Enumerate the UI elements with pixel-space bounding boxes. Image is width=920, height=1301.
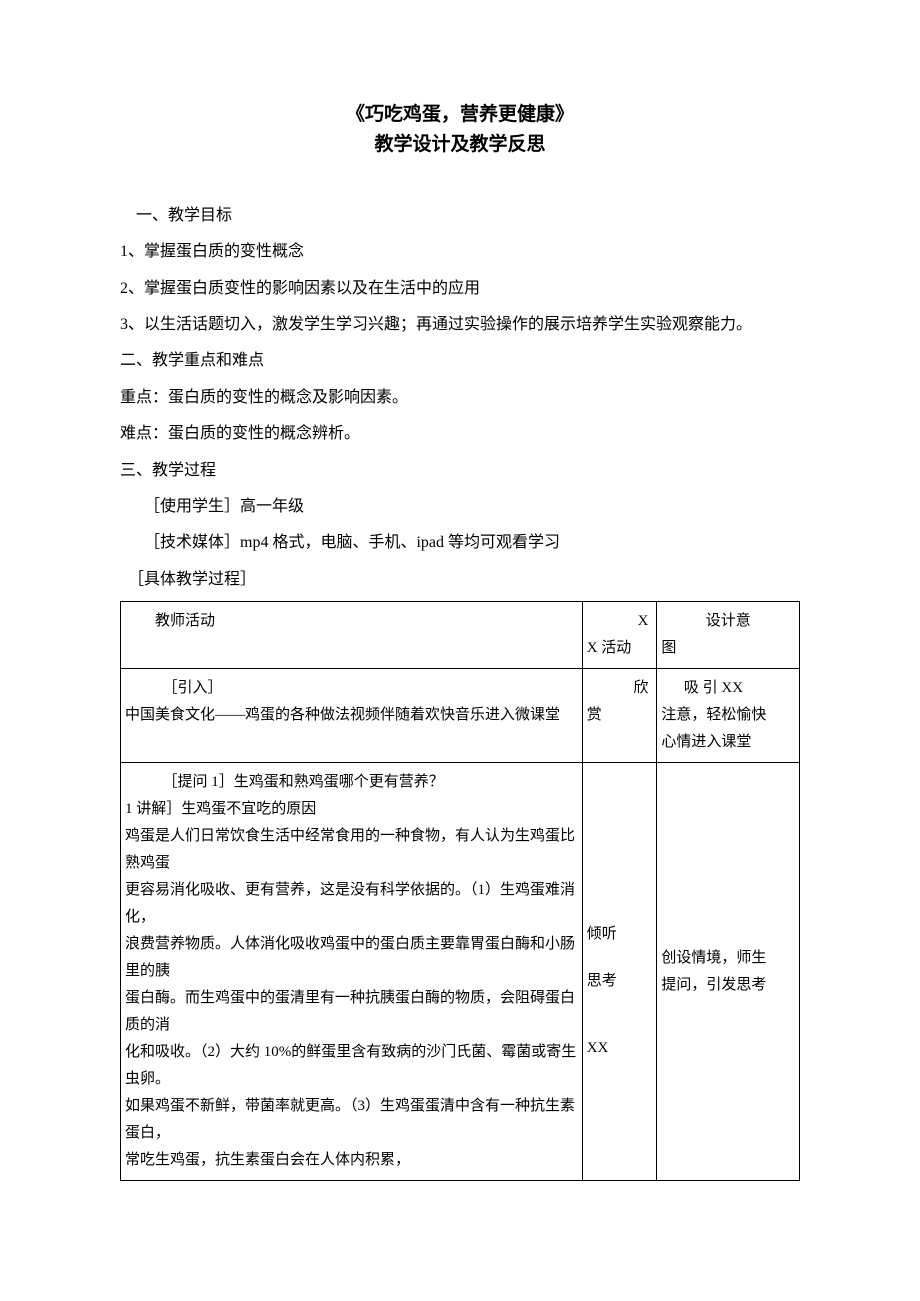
row2-teacher-line7: 化和吸收。（2）大约 10%的鲜蛋里含有致病的沙门氏菌、霉菌或寄生虫卵。 — [125, 1039, 578, 1093]
header-student-line2: X 活动 — [587, 635, 653, 662]
header-teacher-text: 教师活动 — [125, 608, 578, 635]
s1-item-3: 3、以生活话题切入，激发学生学习兴趣；再通过实验操作的展示培养学生实验观察能力。 — [120, 310, 800, 340]
header-student: X X 活动 — [582, 602, 657, 669]
header-student-line1: X — [587, 608, 653, 635]
row2-student-line2: 思考 — [587, 968, 653, 995]
title-line-1: 《巧吃鸡蛋，营养更健康》 — [120, 100, 800, 130]
s2-difficulty: 难点：蛋白质的变性的概念辨析。 — [120, 419, 800, 449]
row2-teacher: ［提问 1］生鸡蛋和熟鸡蛋哪个更有营养？ 1 讲解］生鸡蛋不宜吃的原因 鸡蛋是人… — [121, 763, 583, 1181]
row1-student: 欣 赏 — [582, 669, 657, 763]
header-design: 设计意 图 — [657, 602, 800, 669]
row2-teacher-line4: 更容易消化吸收、更有营养，这是没有科学依据的。（1）生鸡蛋难消化， — [125, 877, 578, 931]
row1-design-line2: 注意，轻松愉快 — [661, 702, 795, 729]
row2-student: 倾听 思考 XX — [582, 763, 657, 1181]
row2-student-line3: XX — [587, 1035, 653, 1062]
row2-teacher-line9: 常吃生鸡蛋，抗生素蛋白会在人体内积累， — [125, 1147, 578, 1174]
table-header-row: 教师活动 X X 活动 设计意 图 — [121, 602, 800, 669]
row2-design: 创设情境，师生 提问，引发思考 — [657, 763, 800, 1181]
header-design-line1: 设计意 — [661, 608, 795, 635]
row2-teacher-line2: 1 讲解］生鸡蛋不宜吃的原因 — [125, 796, 578, 823]
row1-student-line2: 赏 — [587, 702, 653, 729]
section-1-heading: 一、教学目标 — [120, 201, 800, 231]
s3-bracket-3: ［具体教学过程］ — [128, 565, 800, 595]
row1-teacher-line2: 中国美食文化——鸡蛋的各种做法视频伴随着欢快音乐进入微课堂 — [125, 702, 578, 729]
header-design-line2: 图 — [661, 635, 795, 662]
section-3-heading: 三、教学过程 — [120, 456, 800, 486]
s3-bracket-2: ［技术媒体］mp4 格式，电脑、手机、ipad 等均可观看学习 — [144, 528, 800, 558]
row1-design: 吸 引 XX 注意，轻松愉快 心情进入课堂 — [657, 669, 800, 763]
section-2-heading: 二、教学重点和难点 — [120, 346, 800, 376]
row2-teacher-line5: 浪费营养物质。人体消化吸收鸡蛋中的蛋白质主要靠胃蛋白酶和小肠里的胰 — [125, 931, 578, 985]
row2-design-line2: 提问，引发思考 — [661, 972, 795, 999]
row1-teacher-line1: ［引入］ — [125, 675, 578, 702]
table-row: ［引入］ 中国美食文化——鸡蛋的各种做法视频伴随着欢快音乐进入微课堂 欣 赏 吸… — [121, 669, 800, 763]
s2-focus: 重点：蛋白质的变性的概念及影响因素。 — [120, 383, 800, 413]
row2-teacher-line8: 如果鸡蛋不新鲜，带菌率就更高。（3）生鸡蛋蛋清中含有一种抗生素蛋白， — [125, 1093, 578, 1147]
document-title: 《巧吃鸡蛋，营养更健康》 教学设计及教学反思 — [120, 100, 800, 161]
row1-design-line3: 心情进入课堂 — [661, 729, 795, 756]
row1-teacher: ［引入］ 中国美食文化——鸡蛋的各种做法视频伴随着欢快音乐进入微课堂 — [121, 669, 583, 763]
row2-design-line1: 创设情境，师生 — [661, 945, 795, 972]
row2-student-line1: 倾听 — [587, 921, 653, 948]
table-row: ［提问 1］生鸡蛋和熟鸡蛋哪个更有营养？ 1 讲解］生鸡蛋不宜吃的原因 鸡蛋是人… — [121, 763, 800, 1181]
s1-item-2: 2、掌握蛋白质变性的影响因素以及在生活中的应用 — [120, 274, 800, 304]
header-teacher: 教师活动 — [121, 602, 583, 669]
row2-teacher-line1: ［提问 1］生鸡蛋和熟鸡蛋哪个更有营养？ — [125, 769, 578, 796]
s3-bracket-1: ［使用学生］高一年级 — [144, 492, 800, 522]
teaching-process-table: 教师活动 X X 活动 设计意 图 ［引入］ 中国美食文化——鸡蛋的各种做法视频… — [120, 601, 800, 1181]
title-line-2: 教学设计及教学反思 — [120, 130, 800, 160]
row1-design-line1: 吸 引 XX — [661, 675, 795, 702]
s1-item-1: 1、掌握蛋白质的变性概念 — [120, 237, 800, 267]
row2-teacher-line3: 鸡蛋是人们日常饮食生活中经常食用的一种食物，有人认为生鸡蛋比熟鸡蛋 — [125, 823, 578, 877]
row1-student-line1: 欣 — [587, 675, 653, 702]
row2-teacher-line6: 蛋白酶。而生鸡蛋中的蛋清里有一种抗胰蛋白酶的物质，会阻碍蛋白质的消 — [125, 985, 578, 1039]
